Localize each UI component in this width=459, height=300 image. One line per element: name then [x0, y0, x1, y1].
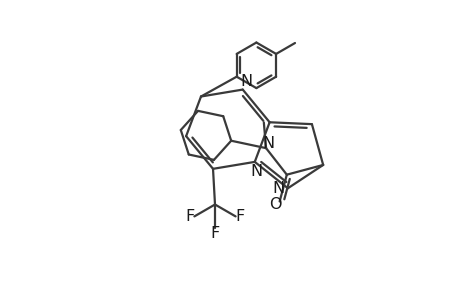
Text: N: N [240, 74, 252, 89]
Text: N: N [271, 181, 283, 196]
Text: N: N [250, 164, 262, 179]
Text: F: F [210, 226, 219, 241]
Text: O: O [269, 197, 281, 212]
Text: N: N [262, 136, 274, 151]
Text: F: F [235, 209, 244, 224]
Text: F: F [185, 209, 195, 224]
